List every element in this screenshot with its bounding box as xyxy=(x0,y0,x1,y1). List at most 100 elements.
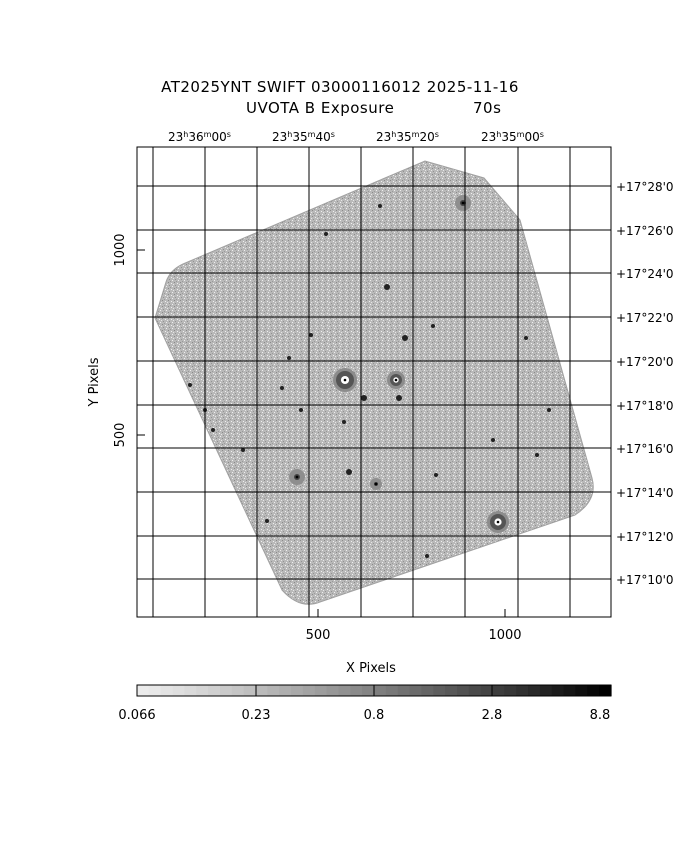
source-center xyxy=(461,201,465,205)
colorbar-cell xyxy=(350,685,363,696)
source-point xyxy=(265,519,269,523)
source-point xyxy=(434,473,438,477)
subtitle-exposure-label: UVOTA B Exposure xyxy=(246,99,395,117)
colorbar: 0.066 0.23 0.8 2.8 8.8 xyxy=(118,684,612,723)
colorbar-cell xyxy=(243,685,257,696)
colorbar-tick-label: 8.8 xyxy=(590,708,611,723)
colorbar-cell xyxy=(587,685,600,696)
colorbar-cell xyxy=(468,685,482,696)
dec-label: +17°20'0 xyxy=(616,355,674,369)
source-point xyxy=(384,284,390,290)
colorbar-tick-label: 0.066 xyxy=(118,708,155,723)
colorbar-cell xyxy=(397,685,411,696)
source-point xyxy=(361,395,367,401)
source-point xyxy=(402,335,408,341)
colorbar-cell xyxy=(563,685,577,696)
colorbar-cell xyxy=(492,685,505,696)
colorbar-tick-label: 2.8 xyxy=(482,708,503,723)
dec-label: +17°10'0 xyxy=(616,573,674,587)
source-point xyxy=(431,324,435,328)
source-center xyxy=(374,482,378,486)
exposure-footprint xyxy=(154,160,594,605)
source-point xyxy=(547,408,551,412)
ra-label: 23h36m00s xyxy=(168,130,231,144)
figure-title: AT2025YNT SWIFT 03000116012 2025-11-16 xyxy=(161,78,519,96)
ra-label: 23h35m20s xyxy=(376,130,439,144)
source-markers xyxy=(188,195,551,558)
colorbar-cell xyxy=(267,685,280,696)
colorbar-cell xyxy=(421,685,434,696)
colorbar-cell xyxy=(302,685,316,696)
dec-label: +17°28'0 xyxy=(616,180,674,194)
source-point xyxy=(188,383,192,387)
dec-label: +17°18'0 xyxy=(616,399,674,413)
source-point xyxy=(324,232,328,236)
x-axis-label: X Pixels xyxy=(346,661,396,676)
source-point xyxy=(211,428,215,432)
source-point xyxy=(280,386,284,390)
colorbar-cell xyxy=(279,685,292,696)
colorbar-cell xyxy=(160,685,174,696)
x-tick-1000: 1000 xyxy=(488,628,521,643)
colorbar-cell xyxy=(551,685,565,696)
source-point xyxy=(396,395,402,401)
colorbar-cell xyxy=(504,685,517,696)
source-center xyxy=(496,520,500,524)
source-point xyxy=(309,333,313,337)
plot-frame xyxy=(136,146,612,618)
colorbar-cell xyxy=(480,685,494,696)
y-tick-500: 500 xyxy=(113,423,128,448)
source-center xyxy=(394,378,398,382)
ra-label: 23h35m40s xyxy=(272,130,335,144)
colorbar-cell xyxy=(599,685,612,696)
dec-label: +17°22'0 xyxy=(616,311,674,325)
ra-label: 23h35m00s xyxy=(481,130,544,144)
source-point xyxy=(241,448,245,452)
colorbar-cell xyxy=(409,685,422,696)
source-point xyxy=(378,204,382,208)
colorbar-cell xyxy=(516,685,529,696)
colorbar-cell xyxy=(539,685,553,696)
colorbar-cell xyxy=(219,685,233,696)
dec-label: +17°24'0 xyxy=(616,267,674,281)
colorbar-cell xyxy=(148,685,162,696)
source-point xyxy=(535,453,539,457)
colorbar-cell xyxy=(456,685,470,696)
colorbar-tick-label: 0.23 xyxy=(242,708,271,723)
colorbar-cell xyxy=(575,685,588,696)
dec-label: +17°14'0 xyxy=(616,486,674,500)
colorbar-cell xyxy=(137,685,150,696)
source-center xyxy=(343,378,347,382)
source-point xyxy=(491,438,495,442)
colorbar-cell xyxy=(172,685,185,696)
source-point xyxy=(299,408,303,412)
colorbar-cell xyxy=(208,685,221,696)
y-axis-label: Y Pixels xyxy=(87,357,102,407)
colorbar-cell xyxy=(255,685,268,696)
colorbar-cell xyxy=(326,685,340,696)
ra-labels: 23h36m00s 23h35m40s 23h35m20s 23h35m00s xyxy=(168,130,544,144)
colorbar-cell xyxy=(231,685,245,696)
source-point xyxy=(524,336,528,340)
frame-ticks xyxy=(137,147,611,617)
source-point xyxy=(346,469,352,475)
dec-labels: +17°28'0 +17°26'0 +17°24'0 +17°22'0 +17°… xyxy=(616,180,674,587)
colorbar-cell xyxy=(362,685,375,696)
colorbar-cell xyxy=(184,685,197,696)
x-tick-500: 500 xyxy=(306,628,331,643)
colorbar-gradient xyxy=(137,685,612,696)
colorbar-cell xyxy=(314,685,328,696)
dec-label: +17°16'0 xyxy=(616,442,674,456)
colorbar-cell xyxy=(385,685,399,696)
source-point xyxy=(425,554,429,558)
colorbar-tick-label: 0.8 xyxy=(364,708,385,723)
colorbar-cell xyxy=(433,685,446,696)
colorbar-cell xyxy=(374,685,387,696)
source-center xyxy=(295,475,299,479)
colorbar-cell xyxy=(196,685,209,696)
colorbar-cell xyxy=(291,685,304,696)
colorbar-cell xyxy=(445,685,458,696)
colorbar-cell xyxy=(528,685,541,696)
